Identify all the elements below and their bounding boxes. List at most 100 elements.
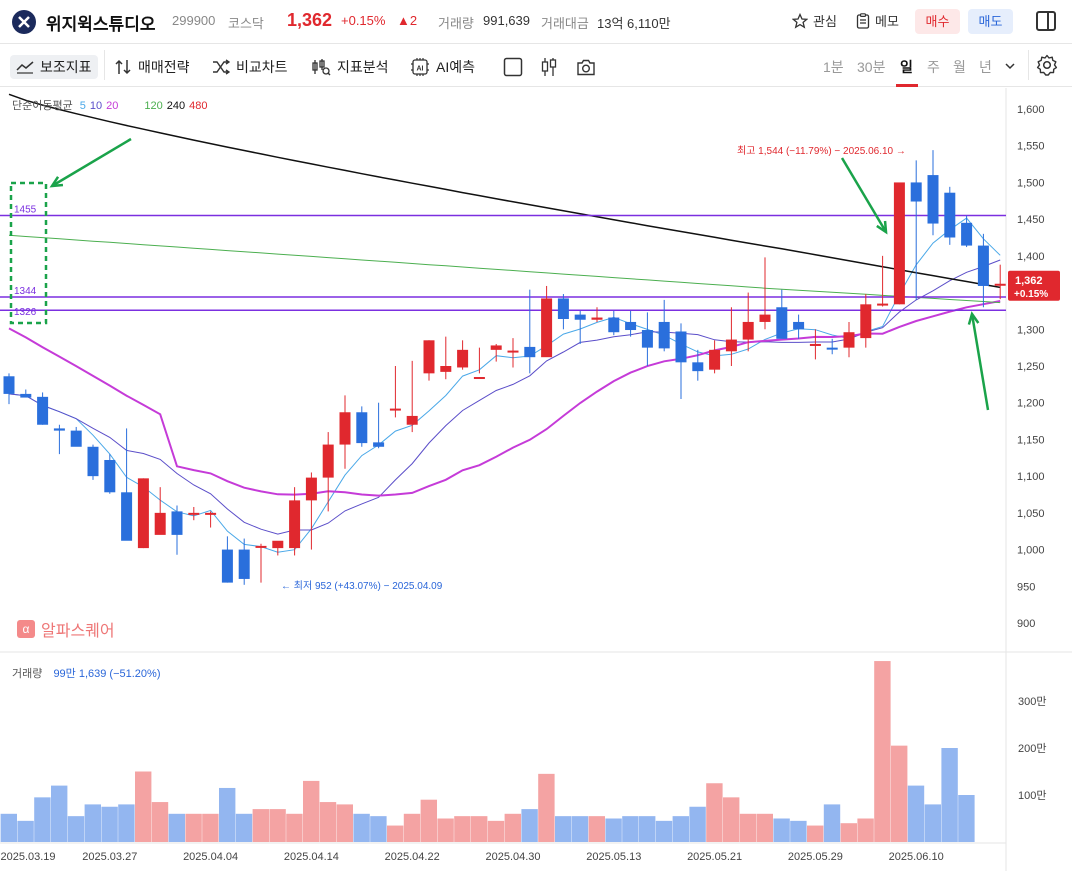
volume-bar[interactable] <box>151 802 169 842</box>
candle-body[interactable] <box>742 321 754 340</box>
volume-bar[interactable] <box>336 804 353 842</box>
volume-bar[interactable] <box>286 813 303 842</box>
volume-bar[interactable] <box>538 773 555 842</box>
volume-bar[interactable] <box>67 816 85 842</box>
candle-body[interactable] <box>625 321 637 331</box>
timeframe-day[interactable]: 일 <box>900 59 913 75</box>
volume-bar[interactable] <box>403 813 421 842</box>
volume-bar[interactable] <box>269 809 286 842</box>
candle-body[interactable] <box>709 349 721 370</box>
candle-body[interactable] <box>373 442 385 447</box>
candle-body[interactable] <box>524 346 536 358</box>
volume-bar[interactable] <box>672 816 689 842</box>
candle-body[interactable] <box>205 512 217 515</box>
candle-body[interactable] <box>574 314 586 320</box>
volume-bar[interactable] <box>706 783 723 842</box>
candle-body[interactable] <box>322 444 334 478</box>
candle-body[interactable] <box>457 349 469 368</box>
volume-bar[interactable] <box>756 813 773 842</box>
candle-body[interactable] <box>977 245 989 286</box>
drawn-arrow[interactable] <box>51 137 132 188</box>
volume-bar[interactable] <box>891 745 908 842</box>
ma-legend-period[interactable]: 120 <box>144 100 163 112</box>
volume-bar[interactable] <box>235 813 253 842</box>
volume-bar[interactable] <box>353 813 370 842</box>
candle-body[interactable] <box>305 477 317 501</box>
volume-bar[interactable] <box>168 813 185 842</box>
volume-bar[interactable] <box>874 661 891 842</box>
candle-body[interactable] <box>877 303 889 306</box>
watch-button[interactable]: 관심 <box>792 11 837 30</box>
volume-bar[interactable] <box>34 797 51 842</box>
sell-button[interactable]: 매도 <box>968 9 1013 34</box>
chevron-down-icon[interactable] <box>1004 61 1016 71</box>
candle-body[interactable] <box>121 492 133 541</box>
ai-predict-button[interactable]: AI AI예측 <box>410 55 475 79</box>
buy-button[interactable]: 매수 <box>915 9 960 34</box>
layout-toggle-button[interactable] <box>503 55 523 79</box>
volume-bar[interactable] <box>588 816 605 842</box>
timeframe-month[interactable]: 월 <box>953 59 966 75</box>
volume-bar[interactable] <box>689 806 706 842</box>
volume-bar[interactable] <box>958 795 975 842</box>
candle-body[interactable] <box>658 321 670 349</box>
candle-body[interactable] <box>104 459 116 493</box>
volume-bar[interactable] <box>571 816 589 842</box>
candle-body[interactable] <box>541 298 553 358</box>
candle-body[interactable] <box>473 377 485 380</box>
candle-body[interactable] <box>826 347 838 350</box>
candle-body[interactable] <box>793 321 805 330</box>
stock-name[interactable]: 위지윅스튜디오 <box>46 15 156 34</box>
ma-legend-period[interactable]: 10 <box>89 100 103 112</box>
candle-body[interactable] <box>675 331 687 363</box>
candle-body[interactable] <box>843 332 855 348</box>
candle-body[interactable] <box>356 412 368 444</box>
candle-body[interactable] <box>507 350 519 353</box>
volume-bar[interactable] <box>219 787 236 842</box>
volume-bar[interactable] <box>790 820 807 842</box>
volume-bar[interactable] <box>387 825 404 842</box>
side-panel-icon[interactable] <box>1036 11 1056 31</box>
candle-body[interactable] <box>591 317 603 320</box>
candle-body[interactable] <box>490 345 502 350</box>
analysis-button[interactable]: 지표분석 <box>311 55 389 79</box>
candle-body[interactable] <box>20 393 32 398</box>
candle-type-button[interactable] <box>540 55 558 79</box>
candle-body[interactable] <box>389 408 401 411</box>
volume-bar[interactable] <box>101 806 118 842</box>
timeframe-week[interactable]: 주 <box>927 59 940 75</box>
volume-bar[interactable] <box>941 748 958 842</box>
candle-body[interactable] <box>809 343 821 346</box>
candle-body[interactable] <box>994 283 1006 286</box>
candle-body[interactable] <box>893 182 905 305</box>
drawn-arrow[interactable] <box>840 157 888 233</box>
candle-body[interactable] <box>961 222 973 246</box>
price-chart[interactable]: 900 950 1,000 1,050 1,100 1,150 1,200 1,250 1,30… <box>0 88 1072 871</box>
candle-body[interactable] <box>692 362 704 372</box>
candle-body[interactable] <box>944 192 956 238</box>
timeframe-1min[interactable]: 1분 <box>823 59 844 75</box>
timeframe-year[interactable]: 년 <box>979 59 992 75</box>
candle-body[interactable] <box>776 307 788 339</box>
candle-body[interactable] <box>339 412 351 445</box>
candle-body[interactable] <box>87 446 99 477</box>
candle-body[interactable] <box>53 428 65 431</box>
volume-bar[interactable] <box>185 813 202 842</box>
volume-bar[interactable] <box>723 797 740 842</box>
volume-bar[interactable] <box>504 813 521 842</box>
volume-bar[interactable] <box>823 804 841 842</box>
volume-bar[interactable] <box>51 785 68 842</box>
candle-body[interactable] <box>927 175 939 224</box>
candle-body[interactable] <box>221 549 233 583</box>
candle-body[interactable] <box>910 182 922 202</box>
volume-bar[interactable] <box>521 809 538 842</box>
candle-body[interactable] <box>289 500 301 549</box>
volume-bar[interactable] <box>303 780 320 842</box>
volume-bar[interactable] <box>857 818 874 843</box>
volume-bar[interactable] <box>605 818 622 843</box>
volume-bar[interactable] <box>319 802 337 842</box>
candle-body[interactable] <box>860 304 872 339</box>
screenshot-button[interactable] <box>576 55 596 79</box>
candle-body[interactable] <box>188 512 200 515</box>
gear-icon[interactable] <box>1036 54 1058 76</box>
